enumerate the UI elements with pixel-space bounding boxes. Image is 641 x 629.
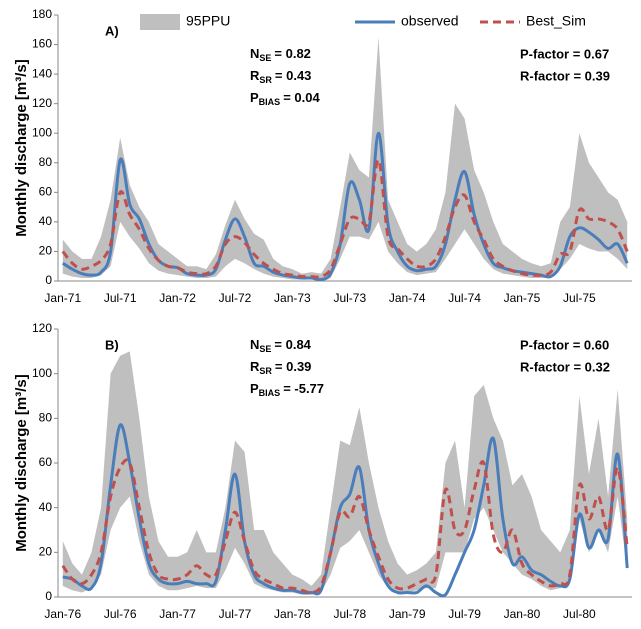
stat-subscript: SR: [259, 75, 272, 85]
y-tick-label: 40: [39, 214, 53, 228]
y-tick-label: 0: [45, 273, 52, 287]
y-axis-label: Monthly discharge [m³/s]: [13, 374, 30, 552]
series-line: [61, 158, 629, 279]
legend-label: 95PPU: [186, 13, 230, 29]
x-tick-label: Jul-75: [563, 291, 596, 305]
x-tick-label: Jan-73: [274, 291, 311, 305]
factor: P-factor = 0.67: [520, 46, 609, 61]
panel-label: B): [105, 337, 119, 352]
x-tick-label: Jan-78: [274, 607, 311, 621]
y-tick-label: 60: [39, 455, 53, 469]
stat: PBIAS = 0.04: [250, 90, 320, 107]
panel-label: A): [105, 23, 119, 38]
legend-swatch: [140, 14, 180, 30]
stat-value: = 0.04: [283, 90, 320, 105]
stat-value: = 0.84: [274, 337, 311, 352]
x-tick-label: Jul-79: [448, 607, 481, 621]
stat: RSR = 0.43: [250, 68, 311, 85]
y-tick-label: 100: [32, 125, 52, 139]
stat-symbol: P: [250, 90, 259, 105]
x-tick-label: Jul-71: [104, 291, 137, 305]
uncertainty-band: [62, 351, 628, 595]
y-tick-label: 60: [39, 185, 53, 199]
y-tick-label: 160: [32, 37, 52, 51]
y-tick-label: 20: [39, 545, 53, 559]
x-tick-label: Jul-72: [219, 291, 252, 305]
stat-symbol: N: [250, 46, 259, 61]
stat-subscript: SE: [259, 53, 271, 63]
stat-value: = 0.82: [274, 46, 311, 61]
y-tick-label: 0: [45, 589, 52, 603]
x-tick-label: Jan-74: [389, 291, 426, 305]
uncertainty-band: [62, 37, 628, 280]
y-tick-label: 180: [32, 7, 52, 21]
stat-subscript: BIAS: [259, 97, 281, 107]
stat-value: = -5.77: [283, 381, 324, 396]
x-tick-label: Jan-77: [159, 607, 196, 621]
y-tick-label: 100: [32, 366, 52, 380]
x-tick-label: Jan-80: [504, 607, 541, 621]
series-line: [62, 423, 629, 598]
stat: NSE = 0.84: [250, 337, 312, 354]
y-axis-label: Monthly discharge [m³/s]: [13, 59, 30, 237]
x-tick-label: Jan-76: [44, 607, 81, 621]
x-tick-label: Jan-79: [389, 607, 426, 621]
x-tick-label: Jul-73: [333, 291, 366, 305]
stat-symbol: R: [250, 68, 260, 83]
stat-subscript: SR: [259, 366, 272, 376]
stat-subscript: SE: [259, 344, 271, 354]
x-tick-label: Jul-78: [333, 607, 366, 621]
stat: RSR = 0.39: [250, 359, 311, 376]
stat-symbol: R: [250, 359, 260, 374]
factor: R-factor = 0.39: [520, 68, 610, 83]
y-tick-label: 80: [39, 155, 53, 169]
stat-symbol: P: [250, 381, 259, 396]
y-tick-label: 140: [32, 66, 52, 80]
x-tick-label: Jul-74: [448, 291, 481, 305]
stat-value: = 0.39: [275, 359, 312, 374]
factor: P-factor = 0.60: [520, 337, 609, 352]
x-tick-label: Jan-72: [159, 291, 196, 305]
stat-subscript: BIAS: [259, 388, 281, 398]
y-tick-label: 80: [39, 411, 53, 425]
stat-value: = 0.43: [275, 68, 312, 83]
legend-label: observed: [401, 13, 459, 29]
stat: NSE = 0.82: [250, 46, 311, 63]
factor: R-factor = 0.32: [520, 359, 610, 374]
x-tick-label: Jul-76: [104, 607, 137, 621]
stat: PBIAS = -5.77: [250, 381, 324, 398]
y-tick-label: 120: [32, 96, 52, 110]
y-tick-label: 40: [39, 500, 53, 514]
y-tick-label: 120: [32, 321, 52, 335]
y-tick-label: 20: [39, 244, 53, 258]
x-tick-label: Jul-77: [219, 607, 252, 621]
legend-label: Best_Sim: [526, 13, 586, 29]
x-tick-label: Jan-75: [504, 291, 541, 305]
x-tick-label: Jul-80: [563, 607, 596, 621]
stat-symbol: N: [250, 337, 259, 352]
x-tick-label: Jan-71: [44, 291, 81, 305]
